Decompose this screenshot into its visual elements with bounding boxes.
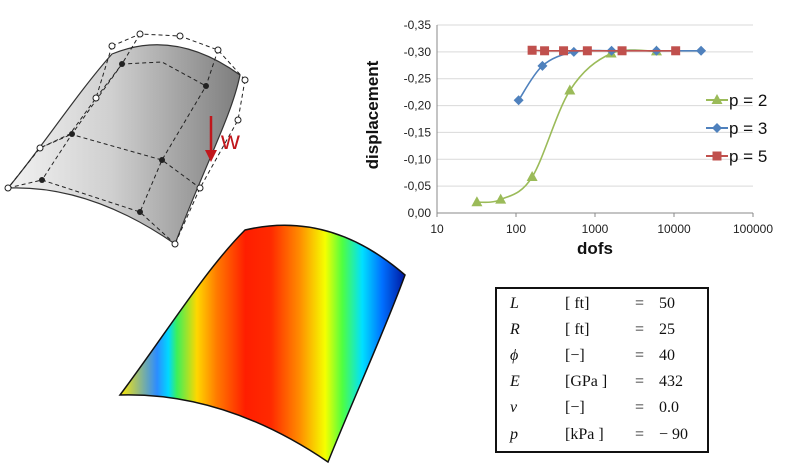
series-1 — [471, 45, 662, 207]
legend-label: p = 5 — [729, 147, 767, 166]
param-row-modulus: E [GPa ] = 432 — [497, 370, 707, 394]
param-equals: = — [635, 295, 645, 312]
param-row-radius: R [ ft] = 25 — [497, 318, 707, 342]
param-unit: [ ft] — [565, 321, 590, 338]
chart-legend: p = 2 p = 3 p = 5 — [706, 91, 767, 166]
param-value: 25 — [659, 321, 675, 338]
data-point — [527, 45, 537, 55]
data-point — [471, 196, 483, 207]
chart-series — [471, 45, 707, 207]
legend-entry: p = 2 — [706, 91, 767, 110]
param-unit: [ ft] — [565, 295, 590, 312]
parameter-table: L [ ft] = 50 R [ ft] = 25 ϕ [−] = 40 E [… — [495, 287, 709, 453]
data-point — [559, 46, 569, 56]
param-unit: [kPa ] — [565, 426, 604, 443]
param-row-length: L [ ft] = 50 — [497, 292, 707, 316]
param-equals: = — [635, 321, 645, 338]
param-unit: [GPa ] — [565, 373, 608, 390]
y-tick-label: -0,05 — [404, 179, 432, 193]
x-tick-label: 10 — [430, 222, 444, 236]
param-value: 40 — [659, 347, 675, 364]
param-symbol: p — [510, 426, 518, 443]
series-line — [517, 49, 702, 101]
load-arrow — [205, 116, 217, 162]
param-symbol: E — [510, 373, 520, 390]
param-unit: [−] — [565, 399, 585, 416]
data-point — [568, 46, 579, 57]
param-value: 432 — [659, 373, 683, 390]
data-point — [582, 46, 592, 56]
param-symbol: R — [510, 321, 520, 338]
data-point — [564, 84, 576, 95]
param-row-pressure: p [kPa ] = − 90 — [497, 423, 707, 447]
series-line — [476, 49, 657, 204]
shell-surface — [6, 44, 241, 245]
param-symbol: L — [510, 295, 519, 312]
x-axis-title: dofs — [577, 239, 613, 258]
param-value: 0.0 — [659, 399, 679, 416]
x-tick-label: 10000 — [657, 222, 691, 236]
series-3 — [527, 45, 681, 56]
param-value: 50 — [659, 295, 675, 312]
y-tick-label: -0,20 — [404, 99, 432, 113]
control-points — [4, 30, 249, 248]
legend-label: p = 2 — [729, 91, 767, 110]
legend-marker — [711, 94, 723, 104]
param-equals: = — [635, 373, 645, 390]
y-tick-label: 0,00 — [408, 206, 432, 220]
chart-tick-labels: 0,00 -0,05 -0,10 -0,15 -0,20 -0,25 -0,30 -0,35 1… — [404, 18, 774, 236]
y-axis-title: displacement — [363, 60, 382, 169]
legend-entry: p = 5 — [706, 147, 767, 166]
chart-grid — [437, 24, 753, 187]
param-row-poisson: ν [−] = 0.0 — [497, 396, 707, 420]
legend-entry: p = 3 — [706, 119, 767, 138]
legend-marker — [712, 123, 722, 133]
param-equals: = — [635, 347, 645, 364]
x-tick-label: 1000 — [582, 222, 609, 236]
data-point — [671, 46, 681, 56]
legend-label: p = 3 — [729, 119, 767, 138]
y-tick-label: -0,15 — [404, 125, 432, 139]
data-point — [617, 46, 627, 56]
param-row-angle: ϕ [−] = 40 — [497, 344, 707, 368]
data-point — [495, 193, 507, 204]
load-label: w — [220, 125, 240, 155]
param-unit: [−] — [565, 347, 585, 364]
data-point — [526, 171, 538, 182]
data-point — [537, 60, 548, 71]
y-tick-label: -0,25 — [404, 72, 432, 86]
x-tick-label: 100000 — [733, 222, 773, 236]
param-value: − 90 — [659, 426, 689, 443]
data-point — [540, 46, 550, 56]
chart-axes — [436, 25, 754, 217]
data-point — [696, 45, 707, 56]
y-tick-label: -0,35 — [404, 18, 432, 32]
x-tick-label: 100 — [506, 222, 526, 236]
y-tick-label: -0,30 — [404, 45, 432, 59]
legend-marker — [712, 151, 722, 161]
param-symbol: ν — [510, 399, 518, 416]
param-symbol: ϕ — [510, 347, 519, 364]
param-equals: = — [635, 399, 645, 416]
param-equals: = — [635, 426, 645, 443]
series-line — [532, 49, 676, 52]
y-tick-label: -0,10 — [404, 152, 432, 166]
contour-surface — [118, 224, 406, 464]
data-point — [513, 95, 524, 106]
